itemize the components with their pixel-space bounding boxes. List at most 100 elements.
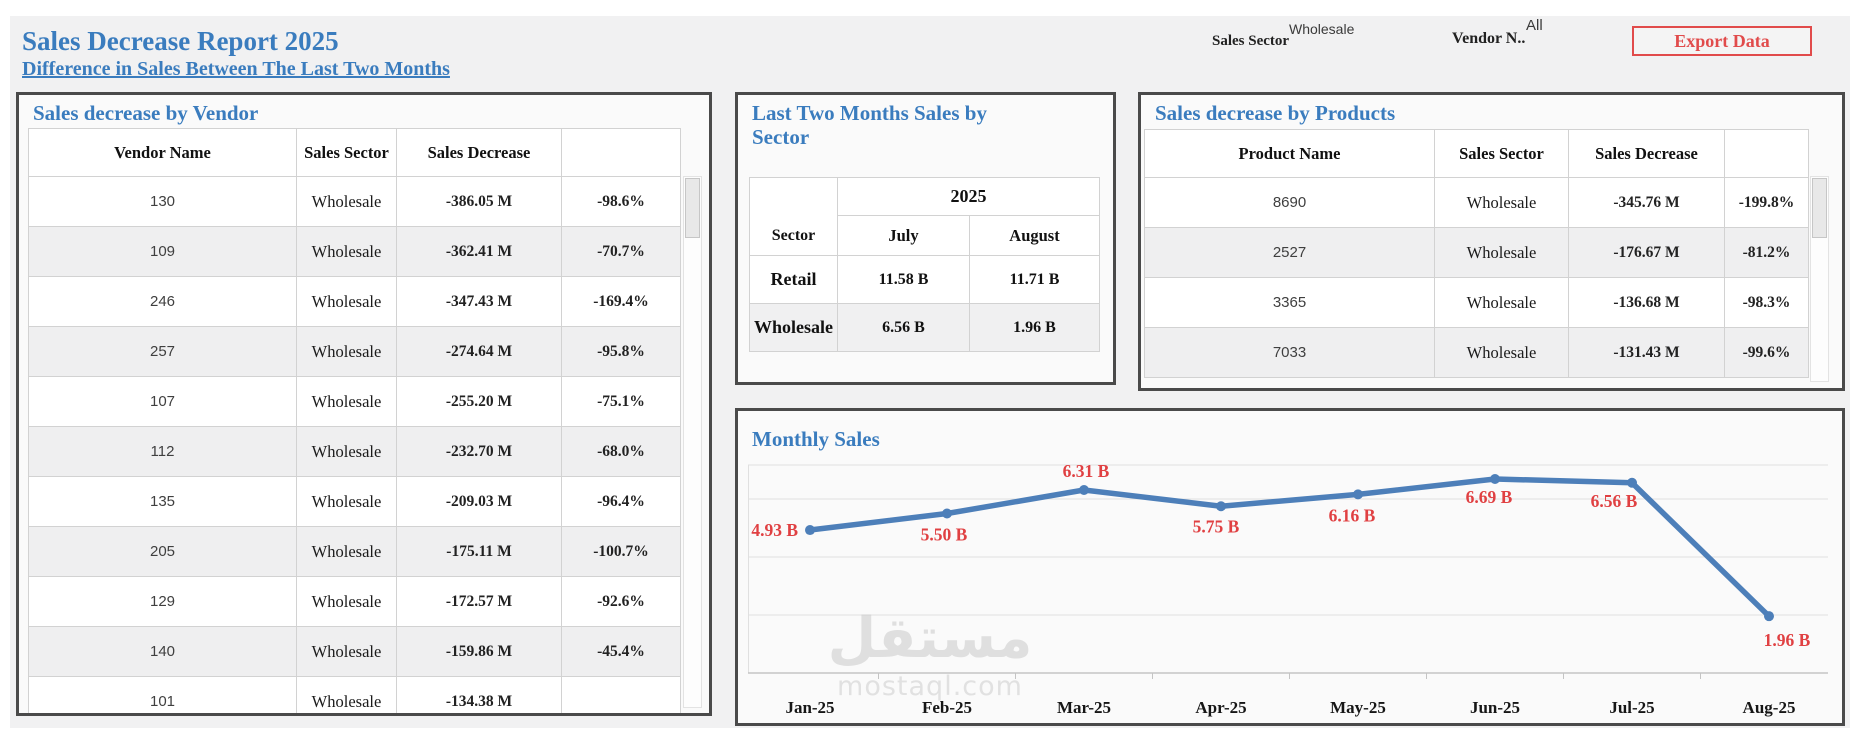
sector-table: Sector 2025 July August Retail 11.58 B 1… bbox=[749, 177, 1100, 352]
chart-panel-title: Monthly Sales bbox=[752, 427, 880, 451]
table-cell: Wholesale bbox=[1434, 227, 1569, 278]
table-cell: Wholesale bbox=[296, 676, 397, 713]
x-axis-label: Jul-25 bbox=[1609, 698, 1654, 717]
vendor-table-scrollbar[interactable] bbox=[683, 176, 702, 708]
table-cell: 205 bbox=[28, 526, 297, 577]
table-cell: 2527 bbox=[1144, 227, 1435, 278]
table-row[interactable]: 109 Wholesale -362.41 M -70.7% bbox=[28, 226, 681, 277]
sales-value: 11.71 B bbox=[969, 255, 1100, 304]
table-row[interactable]: 2527 Wholesale -176.67 M -81.2% bbox=[1144, 227, 1809, 278]
vendor-table: Vendor Name Sales Sector Sales Decrease 13… bbox=[28, 128, 681, 713]
vendor-panel: Sales decrease by Vendor Vendor Name Sale… bbox=[16, 92, 712, 716]
column-header: Sales Decrease bbox=[1568, 129, 1725, 178]
products-table: Product Name Sales Sector Sales Decrease 8… bbox=[1144, 129, 1809, 378]
table-row[interactable]: 246 Wholesale -347.43 M -169.4% bbox=[28, 276, 681, 327]
sales-value: 1.96 B bbox=[969, 303, 1100, 352]
data-label: 1.96 B bbox=[1764, 630, 1811, 650]
monthly-sales-chart[interactable]: 4.93 B 5.50 B 6.31 B 5.75 B 6.16 B 6.69 B 6.56… bbox=[748, 455, 1833, 721]
table-row[interactable]: 130 Wholesale -386.05 M -98.6% bbox=[28, 176, 681, 227]
column-header: Sales Sector bbox=[1434, 129, 1569, 178]
table-cell: Wholesale bbox=[296, 476, 397, 527]
table-row[interactable]: 101 Wholesale -134.38 M bbox=[28, 676, 681, 713]
sales-value: 6.56 B bbox=[837, 303, 970, 352]
table-cell: -345.76 M bbox=[1568, 177, 1725, 228]
table-cell bbox=[561, 676, 681, 713]
page-title: Sales Decrease Report 2025 bbox=[22, 26, 339, 56]
table-cell: Wholesale bbox=[296, 276, 397, 327]
sales-sector-filter-label: Sales Sector bbox=[1212, 33, 1290, 49]
products-scrollbar-thumb[interactable] bbox=[1812, 178, 1827, 238]
sector-panel-title-line2: Sector bbox=[752, 125, 810, 149]
table-cell: 109 bbox=[28, 226, 297, 277]
table-row[interactable]: 257 Wholesale -274.64 M -95.8% bbox=[28, 326, 681, 377]
table-row[interactable]: 112 Wholesale -232.70 M -68.0% bbox=[28, 426, 681, 477]
table-cell: Wholesale bbox=[296, 326, 397, 377]
table-row[interactable]: 140 Wholesale -159.86 M -45.4% bbox=[28, 626, 681, 677]
column-header bbox=[561, 128, 681, 177]
chart-panel: Monthly Sales 4.93 B 5.50 B 6.31 B 5.75 B 6.… bbox=[735, 408, 1845, 726]
products-table-scrollbar[interactable] bbox=[1810, 176, 1829, 382]
x-axis-label: Feb-25 bbox=[922, 698, 972, 717]
table-cell: -362.41 M bbox=[396, 226, 562, 277]
table-row[interactable]: 205 Wholesale -175.11 M -100.7% bbox=[28, 526, 681, 577]
data-label: 4.93 B bbox=[751, 520, 798, 540]
table-cell: 101 bbox=[28, 676, 297, 713]
column-header: Product Name bbox=[1144, 129, 1435, 178]
x-axis-label: May-25 bbox=[1330, 698, 1386, 717]
table-cell: -175.11 M bbox=[396, 526, 562, 577]
table-cell: -100.7% bbox=[561, 526, 681, 577]
table-row[interactable]: Wholesale 6.56 B 1.96 B bbox=[749, 303, 1100, 352]
sector-row-header: Retail bbox=[749, 255, 838, 304]
column-header: Vendor Name bbox=[28, 128, 297, 177]
data-label: 6.16 B bbox=[1329, 505, 1376, 525]
table-cell: 130 bbox=[28, 176, 297, 227]
table-row[interactable]: 129 Wholesale -172.57 M -92.6% bbox=[28, 576, 681, 627]
x-axis-label: Jan-25 bbox=[785, 698, 834, 717]
sector-panel-title: Last Two Months Sales by Sector bbox=[752, 101, 987, 149]
sales-sector-filter-value[interactable]: Wholesale bbox=[1289, 21, 1355, 37]
table-cell: -98.3% bbox=[1724, 277, 1809, 328]
table-cell: -159.86 M bbox=[396, 626, 562, 677]
table-row[interactable]: 107 Wholesale -255.20 M -75.1% bbox=[28, 376, 681, 427]
table-cell: -99.6% bbox=[1724, 327, 1809, 378]
table-cell: Wholesale bbox=[296, 426, 397, 477]
table-cell: 112 bbox=[28, 426, 297, 477]
table-cell: -70.7% bbox=[561, 226, 681, 277]
table-row[interactable]: 3365 Wholesale -136.68 M -98.3% bbox=[1144, 277, 1809, 328]
header-row: Vendor Name Sales Sector Sales Decrease bbox=[28, 128, 681, 177]
vendor-scrollbar-thumb[interactable] bbox=[685, 178, 700, 238]
table-cell: -232.70 M bbox=[396, 426, 562, 477]
table-cell: 7033 bbox=[1144, 327, 1435, 378]
column-header: Sales Decrease bbox=[396, 128, 562, 177]
table-cell: Wholesale bbox=[296, 626, 397, 677]
table-row[interactable]: 135 Wholesale -209.03 M -96.4% bbox=[28, 476, 681, 527]
table-cell: -75.1% bbox=[561, 376, 681, 427]
table-cell: -98.6% bbox=[561, 176, 681, 227]
table-row[interactable]: Retail 11.58 B 11.71 B bbox=[749, 255, 1100, 304]
vendor-filter-value[interactable]: All bbox=[1526, 17, 1543, 34]
column-header bbox=[1724, 129, 1809, 178]
sector-column-header: Sector bbox=[749, 177, 838, 256]
data-label: 5.50 B bbox=[921, 525, 968, 545]
table-cell: -255.20 M bbox=[396, 376, 562, 427]
table-row[interactable]: 7033 Wholesale -131.43 M -99.6% bbox=[1144, 327, 1809, 378]
table-cell: -172.57 M bbox=[396, 576, 562, 627]
x-axis-label: Apr-25 bbox=[1195, 698, 1246, 717]
table-cell: -96.4% bbox=[561, 476, 681, 527]
page-subtitle: Difference in Sales Between The Last Two… bbox=[22, 58, 450, 80]
table-cell: -68.0% bbox=[561, 426, 681, 477]
x-axis-label: Mar-25 bbox=[1057, 698, 1111, 717]
table-cell: -347.43 M bbox=[396, 276, 562, 327]
products-panel: Sales decrease by Products Product Name S… bbox=[1138, 92, 1845, 391]
table-cell: Wholesale bbox=[1434, 277, 1569, 328]
table-cell: -45.4% bbox=[561, 626, 681, 677]
table-cell: Wholesale bbox=[296, 226, 397, 277]
x-axis-label: Jun-25 bbox=[1470, 698, 1520, 717]
table-cell: -169.4% bbox=[561, 276, 681, 327]
table-cell: -136.68 M bbox=[1568, 277, 1725, 328]
export-data-button[interactable]: Export Data bbox=[1632, 26, 1812, 56]
table-cell: -81.2% bbox=[1724, 227, 1809, 278]
table-cell: -209.03 M bbox=[396, 476, 562, 527]
table-row[interactable]: 8690 Wholesale -345.76 M -199.8% bbox=[1144, 177, 1809, 228]
